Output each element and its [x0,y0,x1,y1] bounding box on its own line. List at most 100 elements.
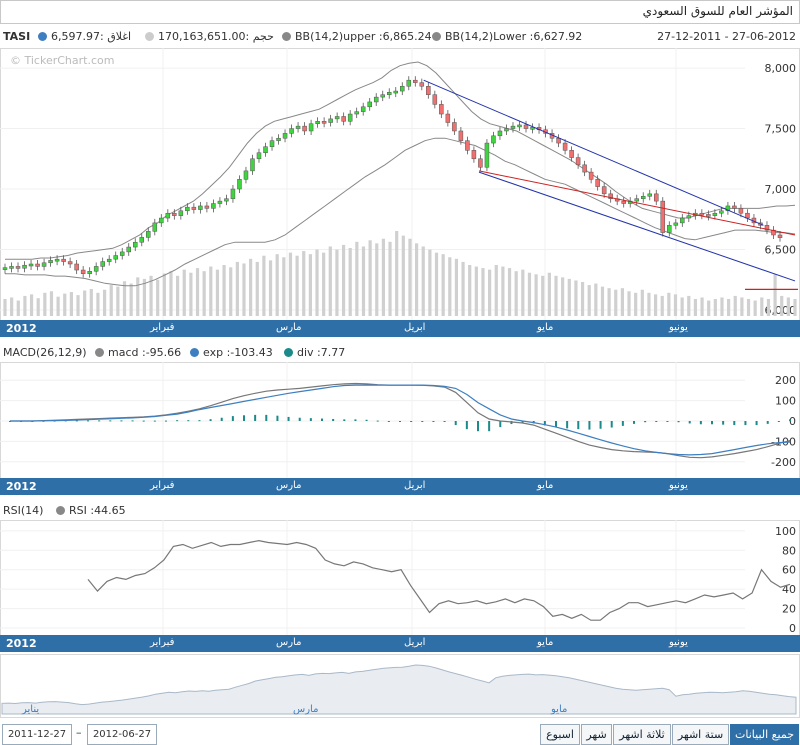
div-bar [711,421,713,425]
div-bar [75,420,78,422]
candle-body [126,246,131,253]
div-bar [733,421,736,426]
volume-bar [746,299,751,316]
watermark: © TickerChart.com [10,54,115,67]
candle-body [556,137,561,144]
price-y-tick-label: 6,500 [765,243,797,256]
month-axis-price: 2012 فبراير مارس ابريل مايو يونيو [0,320,800,337]
range-button-all[interactable]: جميع البيانات [730,724,799,745]
volume-bar [282,257,286,316]
volume-bar [521,269,525,316]
candle-body [9,266,14,269]
div-bar [387,421,390,422]
volume-bar [176,275,180,316]
bb-upper-value: BB(14,2)upper :6,865.24 [295,30,432,43]
div-bar [276,415,279,421]
month-label-feb: فبراير [150,322,175,333]
candle-body [22,264,27,269]
volume-bar [620,288,624,316]
candle-body [328,118,333,123]
candle-body [445,113,451,123]
div-bar [265,414,268,421]
volume-bar [295,255,299,316]
volume-bar [361,246,366,316]
candle-body [172,212,177,216]
div-value: div :7.77 [297,346,346,359]
candle-body [80,269,86,274]
range-button-3months[interactable]: ثلاثة اشهر [613,724,671,745]
div-bar [777,421,780,422]
range-button-month[interactable]: شهر [581,724,612,745]
volume-bar [23,295,27,316]
volume-bar [640,289,644,316]
candle-body [250,158,255,172]
month-label-feb: فبراير [150,637,175,648]
candle-body [243,170,249,180]
volume-bar [441,254,445,316]
bb-upper-legend: BB(14,2)upper :6,865.24 [282,30,432,43]
rsi-chart[interactable]: 100 80 60 40 20 0 [0,520,800,635]
candle-body [28,263,34,267]
volume-bar [195,268,200,316]
div-dot-icon [284,348,293,357]
candle-body [74,263,79,271]
candle-body [191,206,197,210]
div-bar [789,419,791,421]
rsi-y-tick-label: 40 [782,583,796,596]
rsi-y-tick-label: 60 [782,564,796,577]
volume-bar [580,282,585,316]
candle-body [426,85,431,95]
from-date-input[interactable]: 2011-12-27 [2,724,72,745]
month-label-apr: ابريل [404,637,426,648]
candle-body [647,193,652,197]
div-bar [376,420,379,422]
volume-bar [368,240,372,316]
candle-body [510,125,516,129]
volume-bar [83,290,87,316]
candle-body [439,104,444,115]
volume-bar [567,278,571,316]
rsi-y-tick-label: 20 [782,603,796,616]
candle-body [452,122,457,132]
candle-body [321,121,327,124]
candle-body [289,128,294,134]
bb-lower-dot-icon [432,32,441,41]
to-date-input[interactable]: 2012-06-27 [87,724,157,745]
volume-bar [355,241,359,316]
navigator-chart[interactable] [0,654,800,716]
candle-body [61,258,66,262]
volume-bar [215,269,220,316]
candle-body [48,260,53,264]
range-button-week[interactable]: اسبوع [540,724,580,745]
div-bar [599,421,602,429]
div-bar [555,421,557,428]
candle-body [113,255,118,260]
volume-bar [142,278,147,316]
candle-body [276,137,281,141]
volume-bar [600,286,605,316]
month-label-mar: مارس [276,637,302,648]
volume-bar [494,265,498,316]
candle-body [530,127,535,130]
volume-bar [116,286,120,316]
rsi-legend: RSI(14) RSI :44.65 [0,504,800,520]
candle-body [719,210,724,214]
candle-body [302,125,307,132]
div-bar [432,421,435,422]
div-bar [655,421,658,422]
volume-bar [474,266,478,316]
div-bar [666,421,669,422]
month-label-may: مايو [537,480,554,491]
range-button-6months[interactable]: ستة اشهر [672,724,729,745]
bb-upper-dot-icon [282,32,291,41]
candle-body [406,79,412,87]
volume-bar [707,300,711,316]
candle-body [373,96,379,103]
title-bar: المؤشر العام للسوق السعودي [0,0,800,24]
div-bar [198,420,201,422]
candle-body [165,212,171,219]
month-label-mar: مارس [276,480,302,491]
volume-bar [587,285,591,316]
